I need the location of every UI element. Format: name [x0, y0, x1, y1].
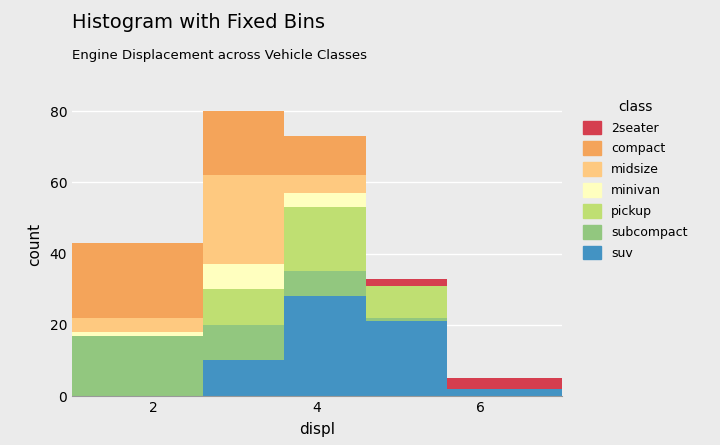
Bar [202, 111, 284, 175]
Bar [366, 318, 447, 321]
Bar [284, 175, 366, 193]
Bar [202, 360, 284, 396]
Bar [284, 136, 366, 175]
Bar [366, 286, 447, 318]
Bar [72, 336, 202, 396]
Bar [447, 378, 562, 389]
Bar [366, 279, 447, 286]
Bar [284, 271, 366, 296]
Bar [284, 296, 366, 396]
Bar [72, 318, 202, 332]
Text: Histogram with Fixed Bins: Histogram with Fixed Bins [72, 13, 325, 32]
Bar [202, 264, 284, 289]
Bar [72, 332, 202, 336]
Bar [284, 207, 366, 271]
Bar [447, 389, 562, 396]
Bar [284, 193, 366, 207]
Bar [202, 325, 284, 360]
Y-axis label: count: count [27, 223, 42, 266]
Bar [202, 175, 284, 264]
X-axis label: displ: displ [299, 422, 335, 437]
Bar [202, 289, 284, 325]
Legend: 2seater, compact, midsize, minivan, pickup, subcompact, suv: 2seater, compact, midsize, minivan, pick… [582, 100, 688, 260]
Text: Engine Displacement across Vehicle Classes: Engine Displacement across Vehicle Class… [72, 49, 367, 62]
Bar [366, 321, 447, 396]
Bar [72, 243, 202, 318]
